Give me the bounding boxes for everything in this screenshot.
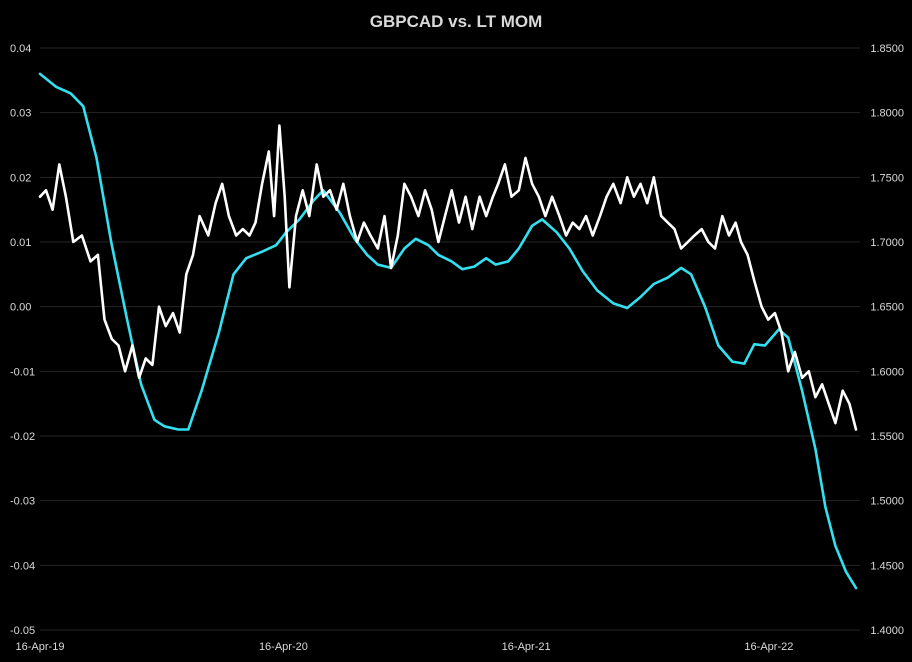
left-tick-label: -0.02 xyxy=(10,431,35,443)
right-tick-label: 1.6000 xyxy=(870,366,904,378)
x-axis-ticks: 16-Apr-19 16-Apr-20 16-Apr-21 16-Apr-22 xyxy=(16,641,794,653)
right-tick-label: 1.7500 xyxy=(870,172,904,184)
right-tick-label: 1.8500 xyxy=(870,43,904,55)
left-tick-label: -0.04 xyxy=(10,560,35,572)
right-tick-label: 1.6500 xyxy=(870,302,904,314)
right-tick-label: 1.8000 xyxy=(870,108,904,120)
series-layer xyxy=(38,72,858,590)
x-tick-label: 16-Apr-22 xyxy=(744,641,793,653)
chart-title: GBPCAD vs. LT MOM xyxy=(370,12,543,31)
left-tick-label: -0.05 xyxy=(10,625,35,637)
x-tick-label: 16-Apr-19 xyxy=(16,641,65,653)
right-tick-label: 1.7000 xyxy=(870,237,904,249)
right-tick-label: 1.5500 xyxy=(870,431,904,443)
left-tick-label: -0.01 xyxy=(10,366,35,378)
right-tick-label: 1.4500 xyxy=(870,560,904,572)
left-tick-label: 0.04 xyxy=(10,43,31,55)
left-tick-label: 0.02 xyxy=(10,172,31,184)
right-tick-label: 1.4000 xyxy=(870,625,904,637)
right-axis-ticks: 1.8500 1.8000 1.7500 1.7000 1.6500 1.6000 1.55… xyxy=(870,43,904,637)
left-tick-label: 0.00 xyxy=(10,302,31,314)
x-tick-label: 16-Apr-21 xyxy=(502,641,551,653)
gridlines xyxy=(40,47,860,631)
left-tick-label: -0.03 xyxy=(10,496,35,508)
left-axis-ticks: 0.04 0.03 0.02 0.01 0.00 -0.01 -0.02 -0.03 -0.04… xyxy=(10,43,35,637)
series-line-right-axis xyxy=(38,124,858,431)
x-tick-label: 16-Apr-20 xyxy=(259,641,308,653)
left-tick-label: 0.03 xyxy=(10,108,31,120)
series-line-left-axis xyxy=(38,72,858,590)
left-tick-label: 0.01 xyxy=(10,237,31,249)
right-tick-label: 1.5000 xyxy=(870,496,904,508)
